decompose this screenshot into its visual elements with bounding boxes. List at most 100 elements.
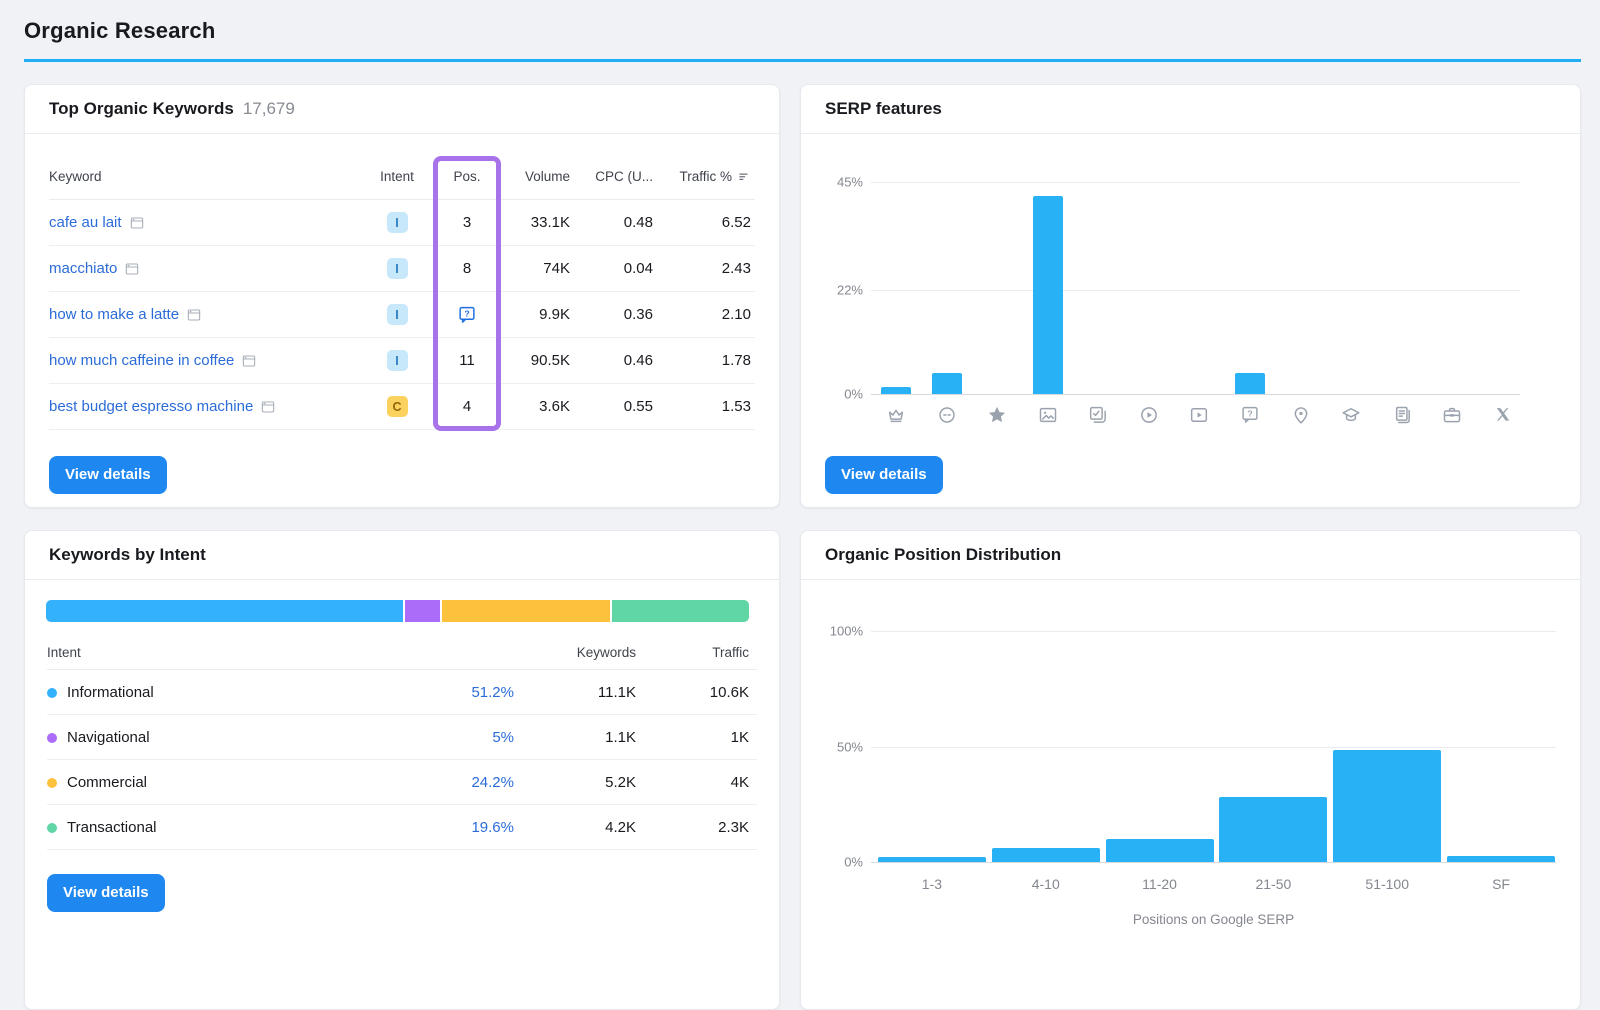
news-icon (1391, 404, 1413, 426)
jobs-icon (1441, 404, 1463, 426)
cpc-cell: 0.48 (623, 214, 653, 231)
chart-bar-51-100 (1333, 749, 1442, 862)
serp-window-icon (124, 261, 140, 277)
intent-traffic-cell: 2.3K (718, 818, 749, 836)
column-header-cpc[interactable]: CPC (U... (595, 169, 653, 184)
serp-window-icon (241, 353, 257, 369)
star-icon (986, 404, 1008, 426)
gridline (871, 862, 1556, 863)
intent-label-cell: Navigational (47, 729, 427, 746)
local-pack-icon (1290, 404, 1312, 426)
x-axis-tick: 51-100 (1365, 876, 1409, 892)
serp-window-icon (260, 399, 276, 415)
keyword-link[interactable]: macchiato (49, 259, 118, 277)
card-title: SERP features (825, 99, 942, 118)
intent-segment-transactional (612, 600, 749, 622)
sort-descending-icon (737, 170, 751, 184)
gridline (871, 290, 1520, 292)
intent-percent-link[interactable]: 19.6% (471, 818, 514, 836)
intent-percent-cell: 24.2% (427, 774, 522, 791)
intent-color-dot (47, 687, 57, 698)
keyword-link[interactable]: how to make a latte (49, 305, 180, 323)
traffic-cell: 1.53 (721, 398, 751, 415)
intent-percent-cell: 5% (427, 729, 522, 746)
gridline (871, 746, 1556, 748)
intent-table-row: Transactional 19.6% 4.2K 2.3K (47, 805, 757, 850)
intent-keywords-cell: 5.2K (605, 773, 636, 791)
intent-table-row: Commercial 24.2% 5.2K 4K (47, 760, 757, 805)
keyword-link[interactable]: how much caffeine in coffee (49, 351, 235, 369)
chart-bar-11-20 (1105, 838, 1214, 862)
card-title: Organic Position Distribution (825, 545, 1062, 564)
position-cell: 8 (462, 260, 472, 277)
keyword-link[interactable]: cafe au lait (49, 213, 122, 231)
traffic-cell: 2.10 (721, 306, 751, 323)
view-details-button-serp[interactable]: View details (825, 456, 943, 494)
serp-window-icon (129, 215, 145, 231)
intent-keywords-cell: 11.1K (597, 683, 636, 701)
intent-percent-cell: 51.2% (427, 684, 522, 701)
intent-keywords-cell: 4.2K (605, 818, 636, 836)
chart-bar-SF (1447, 856, 1556, 862)
question-bubble-icon: ? (1239, 404, 1261, 426)
y-axis-tick: 22% (836, 282, 863, 298)
traffic-cell: 2.43 (721, 260, 751, 277)
card-title: Keywords by Intent (49, 545, 206, 564)
keywords-by-intent-card: Keywords by Intent Intent Keywords Traff… (24, 530, 780, 1010)
intent-badge: C (386, 396, 408, 417)
svg-text:?: ? (464, 308, 469, 318)
column-header-traffic[interactable]: Traffic % (667, 169, 757, 199)
keyword-link[interactable]: best budget espresso machine (49, 397, 254, 415)
serp-features-chart: 45% 22% 0%? (825, 154, 1520, 439)
top-organic-keywords-header: Top Organic Keywords 17,679 (25, 85, 779, 134)
twitter-x-icon (1492, 404, 1514, 426)
intent-segment-informational (46, 600, 403, 622)
page-header: Organic Research (0, 0, 1600, 44)
position-cell: ? (432, 304, 502, 326)
view-details-button-keywords[interactable]: View details (49, 456, 167, 494)
intent-cell: I (362, 304, 432, 325)
keyword-table-row: best budget espresso machine C 4 3.6K 0.55 1.… (49, 384, 755, 430)
x-axis-tick: 1-3 (921, 876, 943, 892)
intent-table-body: Informational 51.2% 11.1K 10.6K Navigational… (47, 670, 757, 850)
intent-color-dot (47, 777, 57, 788)
intent-badge: I (386, 258, 408, 279)
x-axis-title: Positions on Google SERP (1132, 912, 1295, 927)
intent-distribution-bar (46, 600, 749, 622)
header-accent-rule (24, 59, 1581, 62)
intent-cell: I (362, 350, 432, 371)
intent-percent-link[interactable]: 24.2% (471, 773, 514, 791)
volume-cell: 33.1K (530, 214, 570, 231)
intent-percent-link[interactable]: 51.2% (471, 683, 514, 701)
intent-badge: I (386, 304, 408, 325)
x-axis-tick: 11-20 (1142, 876, 1177, 892)
intent-badge: I (386, 350, 408, 371)
x-axis-tick: SF (1492, 876, 1510, 892)
video-icon (1138, 404, 1160, 426)
keywords-count: 17,679 (242, 99, 295, 118)
featured-video-icon (1188, 404, 1210, 426)
intent-cell: I (362, 212, 432, 233)
intent-table-header: Intent Keywords Traffic (47, 636, 757, 670)
volume-cell: 74K (543, 260, 570, 277)
cpc-cell: 0.36 (623, 306, 653, 323)
chart-bar-4-10 (991, 848, 1100, 862)
column-header-volume[interactable]: Volume (524, 169, 570, 184)
chart-bar-question-bubble (1235, 372, 1266, 394)
y-axis-tick: 0% (844, 854, 863, 870)
intent-label-cell: Transactional (47, 819, 427, 836)
intent-color-dot (47, 732, 57, 743)
intent-table-row: Navigational 5% 1.1K 1K (47, 715, 757, 760)
view-details-button-intent[interactable]: View details (47, 874, 165, 912)
column-header-intent[interactable]: Intent (380, 169, 414, 184)
intent-percent-link[interactable]: 5% (492, 728, 514, 746)
gridline (871, 394, 1520, 395)
intent-traffic-cell: 10.6K (709, 683, 749, 701)
keywords-table: Keyword Intent Pos. Volume CPC (U... Tra… (25, 134, 779, 430)
volume-cell: 90.5K (530, 352, 570, 369)
column-header-pos[interactable]: Pos. (453, 169, 481, 184)
top-organic-keywords-card: Top Organic Keywords 17,679 Keyword Inte… (24, 84, 780, 508)
page-title: Organic Research (24, 18, 216, 43)
intent-segment-navigational (404, 600, 440, 622)
column-header-keyword[interactable]: Keyword (49, 169, 102, 184)
